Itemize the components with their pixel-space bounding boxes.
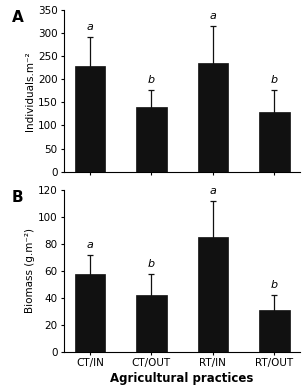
Bar <box>136 107 167 172</box>
Text: b: b <box>148 259 155 269</box>
Y-axis label: Individuals.m⁻²: Individuals.m⁻² <box>25 51 35 131</box>
X-axis label: Agricultural practices: Agricultural practices <box>110 373 254 386</box>
Text: B: B <box>12 190 24 205</box>
Text: a: a <box>87 22 93 32</box>
Text: b: b <box>271 280 278 291</box>
Text: b: b <box>148 75 155 85</box>
Text: a: a <box>209 186 216 196</box>
Text: a: a <box>209 11 216 21</box>
Bar <box>259 310 290 352</box>
Text: A: A <box>12 9 24 25</box>
Y-axis label: Biomass (g.m⁻²): Biomass (g.m⁻²) <box>25 228 35 314</box>
Bar <box>197 237 228 352</box>
Bar <box>136 295 167 352</box>
Bar <box>197 63 228 172</box>
Bar <box>75 274 105 352</box>
Text: b: b <box>271 75 278 85</box>
Bar <box>259 113 290 172</box>
Bar <box>75 66 105 172</box>
Text: a: a <box>87 240 93 250</box>
